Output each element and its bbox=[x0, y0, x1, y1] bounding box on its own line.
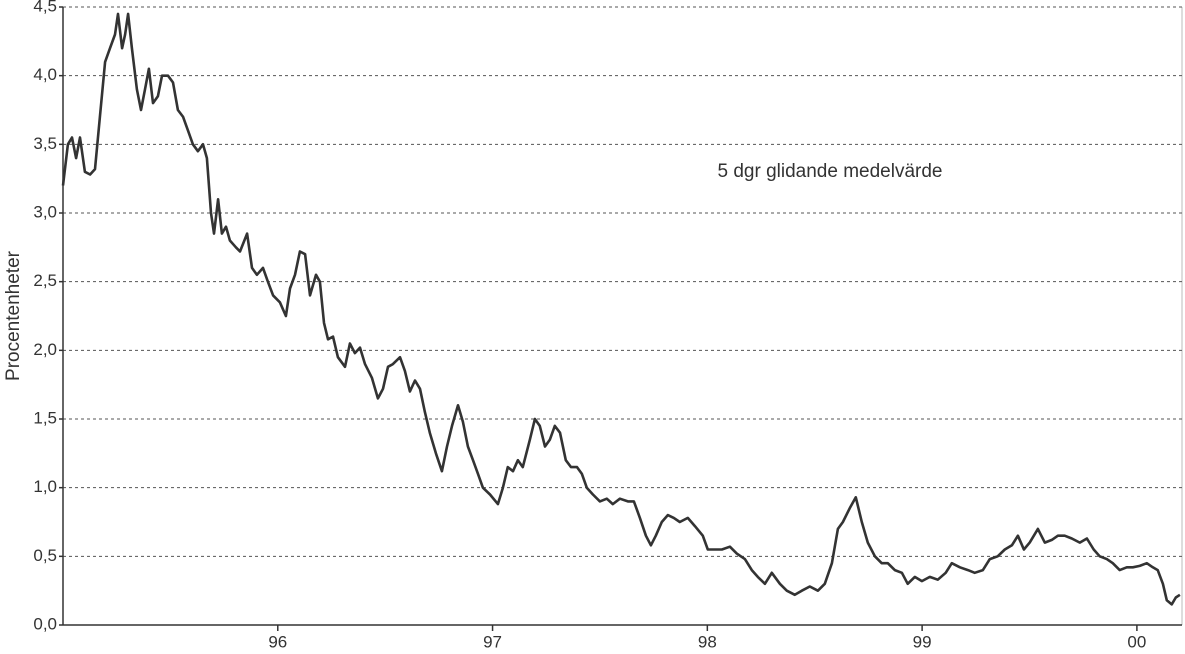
y-tick-label: 3,0 bbox=[33, 202, 57, 221]
annotation: 5 dgr glidande medelvärde bbox=[718, 161, 943, 182]
x-tick-label: 97 bbox=[483, 632, 502, 651]
y-tick-label: 0,5 bbox=[33, 546, 57, 565]
y-tick-label: 2,0 bbox=[33, 340, 57, 359]
y-tick-label: 0,0 bbox=[33, 614, 57, 633]
x-tick-label: 98 bbox=[698, 632, 717, 651]
data-line bbox=[61, 12, 1181, 606]
y-tick-label: 4,0 bbox=[33, 65, 57, 84]
y-tick-label: 4,5 bbox=[33, 0, 57, 15]
y-axis-label: Procentenheter bbox=[3, 250, 24, 381]
y-tick-label: 2,5 bbox=[33, 271, 57, 290]
y-tick-label: 3,5 bbox=[33, 134, 57, 153]
x-tick-label: 00 bbox=[1127, 632, 1146, 651]
y-tick-label: 1,5 bbox=[33, 408, 57, 427]
y-tick-label: 1,0 bbox=[33, 477, 57, 496]
x-tick-label: 99 bbox=[913, 632, 932, 651]
x-tick-label: 96 bbox=[268, 632, 287, 651]
